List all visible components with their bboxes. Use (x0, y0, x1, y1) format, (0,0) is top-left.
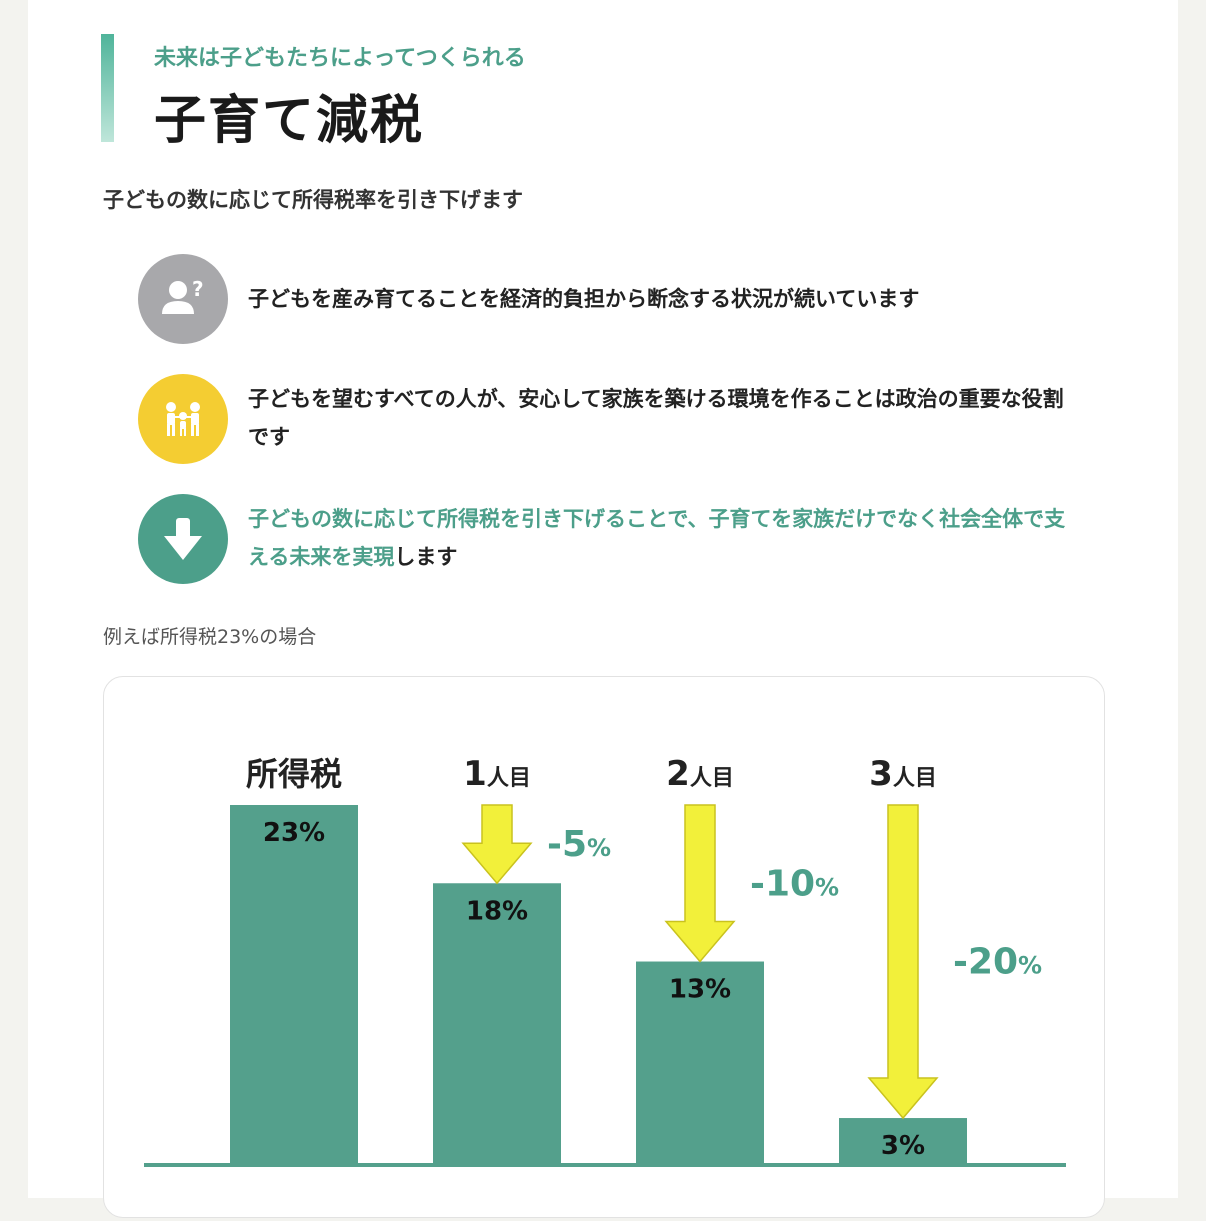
chart-value-label-2: 18% (466, 896, 528, 926)
chart-value-label-3: 13% (669, 975, 731, 1005)
chart-bar-4 (839, 1118, 967, 1165)
point-text-3-tail: します (394, 545, 458, 569)
chart-bar-1 (230, 805, 358, 1165)
chart-bar-3 (636, 961, 764, 1165)
svg-text:?: ? (192, 277, 204, 301)
section-subtitle: 未来は子どもたちによってつくられる (154, 46, 526, 71)
chart-category-label-1: 所得税 (246, 755, 342, 793)
point-text-3: 子どもの数に応じて所得税を引き下げることで、子育てを家族だけでなく社会全体で支え… (248, 500, 1068, 576)
chart-reduction-arrow-2 (664, 804, 736, 963)
chart-category-label-2: 1人目 (463, 754, 531, 794)
lead-text: 子どもの数に応じて所得税率を引き下げます (103, 188, 523, 212)
chart-category-label-3: 2人目 (666, 754, 734, 794)
point-text-3-highlight: 子どもの数に応じて所得税を引き下げることで、子育てを家族だけでなく社会全体で支え… (248, 507, 1066, 569)
section-heading: 未来は子どもたちによってつくられる 子育て減税 (101, 34, 526, 151)
chart-reduction-arrow-3 (867, 804, 939, 1120)
chart-card: 23% 所得税 18% 1人目 -5% 13% 2人目 -10% 3% 3人目 -20% (103, 676, 1105, 1218)
chart-reduction-label-1: -5% (547, 824, 611, 865)
tax-rate-chart: 23% 所得税 18% 1人目 -5% 13% 2人目 -10% 3% 3人目 -20% (144, 754, 1066, 1167)
chart-value-label-1: 23% (263, 818, 325, 848)
point-text-1: 子どもを産み育てることを経済的負担から断念する状況が続いています (248, 287, 920, 311)
question-person-icon: ? (138, 254, 228, 344)
chart-reduction-arrow-1 (461, 804, 533, 885)
chart-category-label-4: 3人目 (869, 754, 937, 794)
family-icon (138, 374, 228, 464)
chart-reduction-label-3: -20% (953, 942, 1042, 983)
point-text-2: 子どもを望むすべての人が、安心して家族を築ける環境を作ることは政治の重要な役割で… (248, 387, 1064, 449)
chart-value-label-4: 3% (881, 1131, 925, 1161)
example-note: 例えば所得税23%の場合 (103, 626, 317, 648)
arrow-down-icon (138, 494, 228, 584)
section-title: 子育て減税 (154, 91, 425, 151)
chart-reduction-label-2: -10% (750, 863, 839, 904)
chart-bar-2 (433, 883, 561, 1165)
